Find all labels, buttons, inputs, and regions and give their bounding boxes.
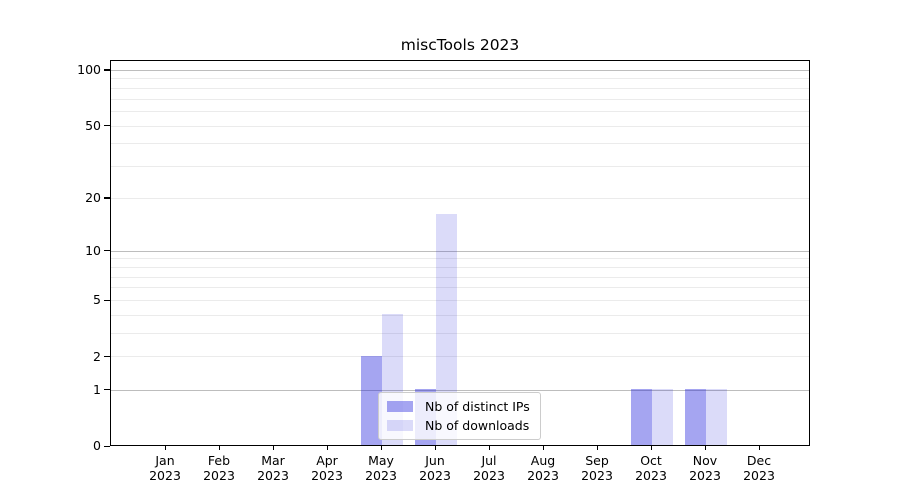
x-tick-label: Sep 2023: [567, 453, 627, 483]
gridline-minor: [111, 314, 809, 316]
y-tick-label: 5: [93, 292, 101, 307]
x-tick-label: Jan 2023: [135, 453, 195, 483]
x-tick-label: Aug 2023: [513, 453, 573, 483]
x-tick-month: Dec: [746, 453, 772, 468]
gridline-minor: [111, 78, 809, 80]
legend-label-distinct-ips: Nb of distinct IPs: [425, 399, 530, 414]
x-tick-mark: [542, 446, 544, 450]
gridline-minor: [111, 266, 809, 268]
x-tick-year: 2023: [689, 468, 721, 483]
y-tick-label: 2: [93, 348, 101, 364]
x-tick-month: Sep: [585, 453, 609, 468]
y-tick-label: 20: [85, 189, 101, 205]
x-tick-month: Feb: [207, 453, 231, 468]
bar-distinct-ips-oct: [631, 388, 652, 445]
gridline-major: [111, 250, 809, 252]
x-tick-month: Nov: [692, 453, 718, 468]
x-tick-mark: [488, 446, 490, 450]
legend-swatch-downloads: [387, 420, 413, 431]
x-tick-label: Mar 2023: [243, 453, 303, 483]
bar-distinct-ips-nov: [685, 388, 706, 445]
x-tick-label: Feb 2023: [189, 453, 249, 483]
x-tick-year: 2023: [149, 468, 181, 483]
gridline-minor: [111, 197, 809, 199]
x-tick-year: 2023: [581, 468, 613, 483]
bar-downloads-oct: [652, 388, 673, 445]
chart-title: miscTools 2023: [400, 36, 520, 54]
x-tick-mark: [434, 446, 436, 450]
y-tick-label: 0: [93, 438, 101, 453]
x-tick-mark: [596, 446, 598, 450]
x-tick-year: 2023: [257, 468, 289, 483]
x-tick-month: Jan: [155, 453, 175, 468]
gridline-major: [111, 389, 809, 391]
gridline-minor: [111, 356, 809, 358]
bar-downloads-nov: [706, 388, 727, 445]
gridline-major: [111, 69, 809, 71]
gridline-minor: [111, 87, 809, 89]
x-tick-month: Aug: [530, 453, 556, 468]
x-tick-year: 2023: [473, 468, 505, 483]
x-tick-mark: [650, 446, 652, 450]
legend-item-distinct-ips: Nb of distinct IPs: [387, 399, 530, 414]
x-tick-label: Nov 2023: [675, 453, 735, 483]
x-tick-label: Oct 2023: [621, 453, 681, 483]
x-tick-label: Jul 2023: [459, 453, 519, 483]
x-tick-year: 2023: [419, 468, 451, 483]
bar-distinct-ips-may: [361, 355, 382, 445]
x-tick-month: Apr: [316, 453, 338, 468]
legend: Nb of distinct IPs Nb of downloads: [378, 392, 541, 440]
gridline-minor: [111, 98, 809, 100]
x-tick-mark: [164, 446, 166, 450]
x-tick-year: 2023: [365, 468, 397, 483]
x-tick-label: Dec 2023: [729, 453, 789, 483]
gridline-minor: [111, 258, 809, 260]
bars-layer: [111, 61, 809, 445]
legend-item-downloads: Nb of downloads: [387, 418, 530, 433]
x-tick-year: 2023: [527, 468, 559, 483]
x-tick-year: 2023: [635, 468, 667, 483]
x-tick-mark: [704, 446, 706, 450]
y-tick-label: 100: [77, 61, 101, 77]
x-tick-mark: [272, 446, 274, 450]
legend-swatch-distinct-ips: [387, 401, 413, 412]
legend-label-downloads: Nb of downloads: [425, 418, 530, 433]
x-tick-year: 2023: [743, 468, 775, 483]
gridline-minor: [111, 276, 809, 278]
x-tick-mark: [326, 446, 328, 450]
x-tick-month: Jul: [481, 453, 497, 468]
x-tick-label: May 2023: [351, 453, 411, 483]
plot-area: Nb of distinct IPs Nb of downloads: [110, 60, 810, 446]
gridline-minor: [111, 287, 809, 289]
y-tick-label: 10: [85, 242, 101, 258]
x-tick-mark: [758, 446, 760, 450]
grid-layer: [111, 61, 809, 445]
x-tick-month: Mar: [261, 453, 285, 468]
bar-downloads-jun: [436, 214, 457, 445]
gridline-minor: [111, 125, 809, 127]
gridline-minor: [111, 333, 809, 335]
y-tick-label: 1: [93, 381, 101, 397]
gridline-minor: [111, 166, 809, 168]
x-tick-label: Apr 2023: [297, 453, 357, 483]
x-tick-label: Jun 2023: [405, 453, 465, 483]
gridline-minor: [111, 299, 809, 301]
x-tick-year: 2023: [203, 468, 235, 483]
x-tick-month: May: [368, 453, 394, 468]
x-tick-year: 2023: [311, 468, 343, 483]
x-tick-month: Jun: [425, 453, 445, 468]
x-tick-mark: [218, 446, 220, 450]
gridline-minor: [111, 110, 809, 112]
y-tick-label: 50: [85, 117, 101, 133]
gridline-minor: [111, 143, 809, 145]
x-tick-mark: [380, 446, 382, 450]
x-tick-month: Oct: [640, 453, 662, 468]
